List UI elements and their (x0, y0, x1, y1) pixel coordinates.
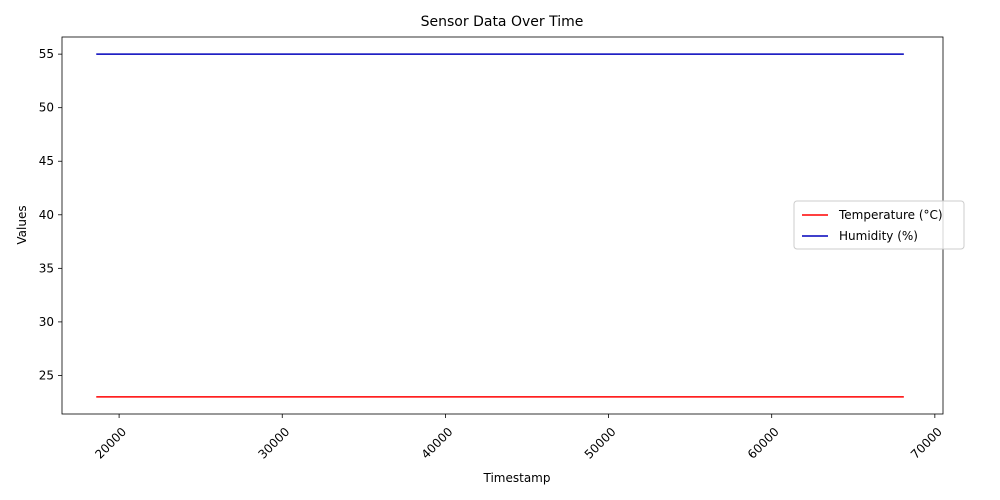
x-axis: 20000 30000 40000 50000 60000 70000 (92, 414, 945, 462)
y-axis: 25 30 35 40 45 50 55 (39, 47, 62, 382)
x-axis-label: Timestamp (483, 471, 551, 485)
y-tick-label: 40 (39, 208, 54, 222)
x-tick-label: 70000 (908, 425, 945, 462)
y-tick-label: 30 (39, 315, 54, 329)
x-tick-label: 40000 (419, 425, 456, 462)
legend-label: Temperature (°C) (838, 208, 943, 222)
x-tick-label: 50000 (582, 425, 619, 462)
y-tick-label: 35 (39, 261, 54, 275)
y-tick-label: 55 (39, 47, 54, 61)
x-tick-label: 30000 (255, 425, 292, 462)
y-axis-label: Values (15, 205, 29, 244)
y-tick-label: 50 (39, 101, 54, 115)
legend: Temperature (°C) Humidity (%) (794, 201, 964, 249)
y-tick-label: 25 (39, 368, 54, 382)
legend-label: Humidity (%) (839, 229, 918, 243)
chart-title: Sensor Data Over Time (421, 14, 584, 30)
x-tick-label: 60000 (745, 425, 782, 462)
y-tick-label: 45 (39, 154, 54, 168)
x-tick-label: 20000 (92, 425, 129, 462)
